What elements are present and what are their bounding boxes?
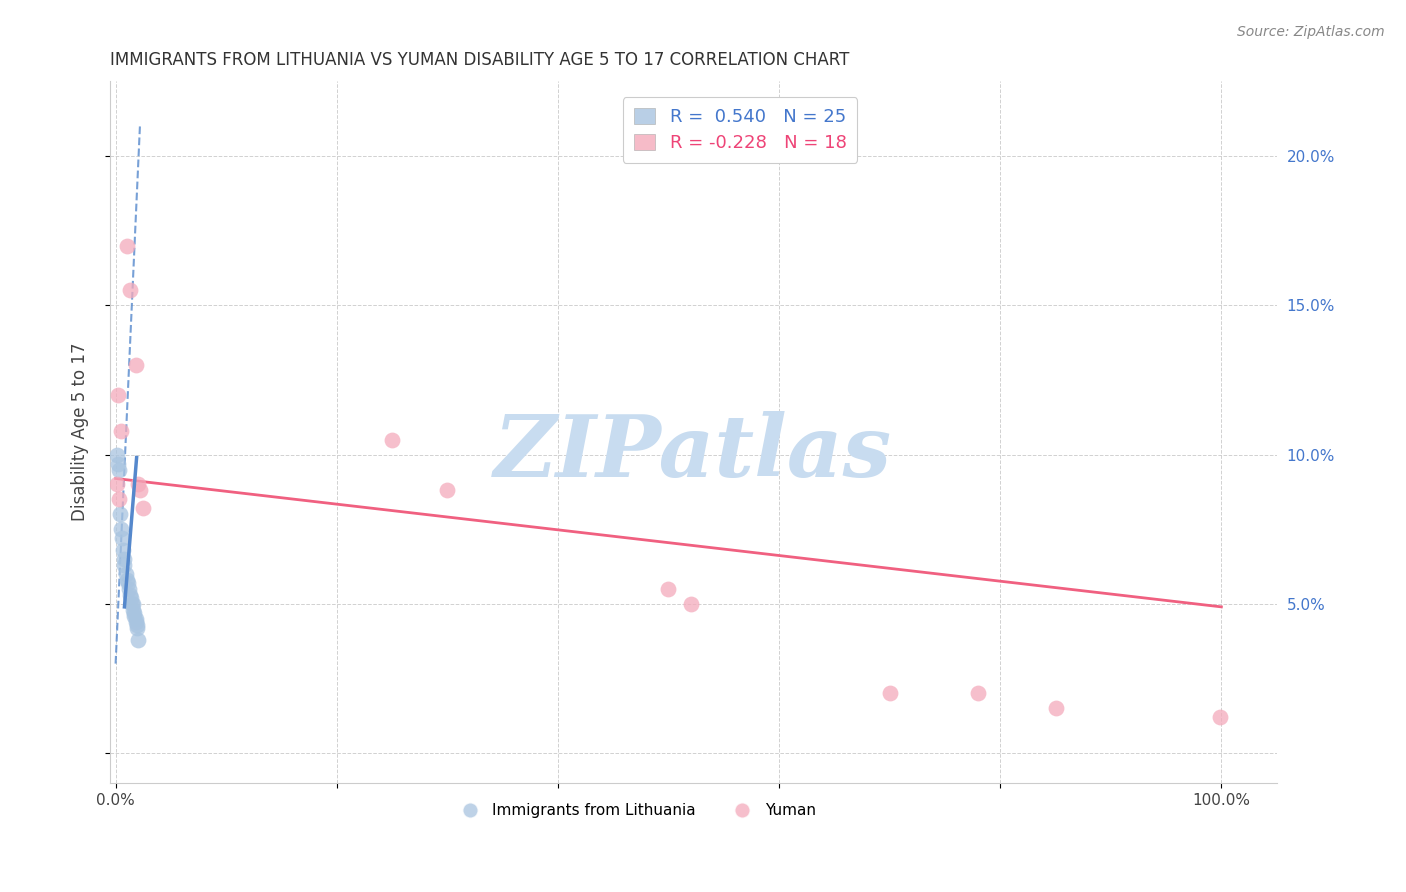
Text: ZIPatlas: ZIPatlas xyxy=(495,411,893,495)
Point xyxy=(132,501,155,516)
Point xyxy=(121,597,143,611)
Point xyxy=(124,608,146,623)
Point xyxy=(124,615,146,629)
Point xyxy=(105,477,128,491)
Point xyxy=(1209,710,1232,724)
Point xyxy=(110,522,132,536)
Point xyxy=(118,284,141,298)
Point xyxy=(114,552,136,566)
Point xyxy=(105,448,128,462)
Text: Source: ZipAtlas.com: Source: ZipAtlas.com xyxy=(1237,25,1385,39)
Point xyxy=(879,686,901,700)
Point xyxy=(118,588,141,602)
Point xyxy=(679,597,702,611)
Legend: Immigrants from Lithuania, Yuman: Immigrants from Lithuania, Yuman xyxy=(449,797,823,824)
Point xyxy=(1045,701,1067,715)
Point xyxy=(124,358,146,372)
Point xyxy=(114,558,136,572)
Text: IMMIGRANTS FROM LITHUANIA VS YUMAN DISABILITY AGE 5 TO 17 CORRELATION CHART: IMMIGRANTS FROM LITHUANIA VS YUMAN DISAB… xyxy=(110,51,849,69)
Point xyxy=(129,483,152,498)
Point xyxy=(122,597,145,611)
Point xyxy=(110,424,132,438)
Point xyxy=(114,567,136,582)
Point xyxy=(117,576,139,591)
Point xyxy=(107,457,129,471)
Y-axis label: Disability Age 5 to 17: Disability Age 5 to 17 xyxy=(72,343,89,522)
Point xyxy=(111,531,134,545)
Point xyxy=(967,686,990,700)
Point xyxy=(124,612,146,626)
Point xyxy=(120,591,142,605)
Point xyxy=(115,238,138,252)
Point xyxy=(107,388,129,402)
Point xyxy=(127,632,149,647)
Point xyxy=(436,483,458,498)
Point xyxy=(108,492,131,507)
Point xyxy=(108,508,131,522)
Point xyxy=(112,543,135,558)
Point xyxy=(122,603,145,617)
Point xyxy=(115,573,138,587)
Point xyxy=(108,462,131,476)
Point xyxy=(657,582,679,596)
Point xyxy=(381,433,404,447)
Point xyxy=(124,606,146,620)
Point xyxy=(125,621,148,635)
Point xyxy=(127,477,149,491)
Point xyxy=(118,582,141,596)
Point xyxy=(125,617,148,632)
